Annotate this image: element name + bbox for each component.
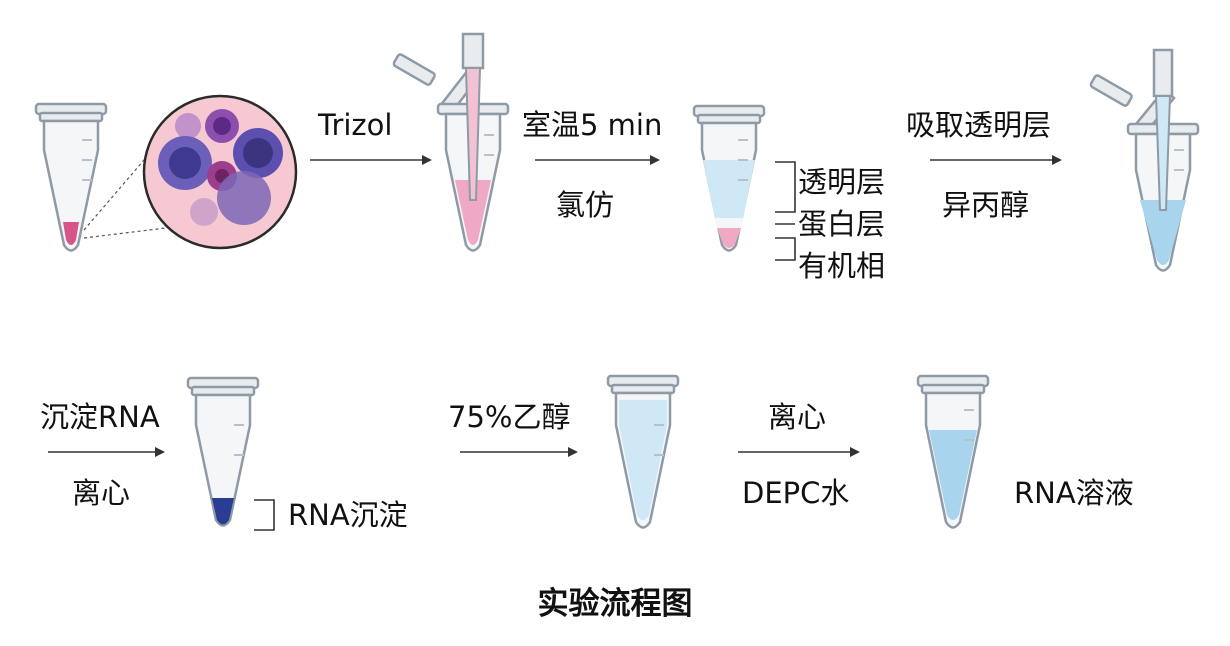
label-centrifuge-1: 离心 (72, 476, 131, 510)
layered-tube (692, 104, 766, 252)
layer-brackets (775, 161, 796, 261)
label-layer-clear: 透明层 (798, 165, 886, 199)
label-ethanol: 75%乙醇 (448, 400, 571, 434)
label-depc-water: DEPC水 (742, 476, 850, 510)
ethanol-tube (606, 374, 680, 529)
sample-tube (34, 102, 108, 252)
arrow-centrifuge (738, 447, 860, 457)
label-room-temp: 室温5 min (522, 108, 663, 142)
arrow-room-temp (535, 155, 660, 165)
rna-solution-tube (916, 374, 990, 529)
label-centrifuge-2: 离心 (768, 400, 827, 434)
label-layer-organic: 有机相 (798, 249, 886, 283)
arrow-absorb (930, 155, 1062, 165)
label-precipitate: 沉淀RNA (40, 400, 160, 434)
pellet-bracket (254, 499, 275, 531)
label-layer-protein: 蛋白层 (798, 207, 886, 241)
pellet-tube (186, 376, 260, 527)
arrow-precipitate (48, 447, 165, 457)
label-isopropanol: 异丙醇 (942, 188, 1030, 222)
trizol-tube (392, 32, 510, 252)
diagram-title: 实验流程图 (537, 586, 693, 622)
label-rna-pellet: RNA沉淀 (288, 498, 408, 532)
aqueous-tube (1089, 48, 1200, 272)
label-rna-solution: RNA溶液 (1014, 476, 1134, 510)
label-chloroform: 氯仿 (556, 188, 615, 222)
arrow-trizol (310, 155, 432, 165)
arrow-ethanol (460, 447, 578, 457)
cell-magnification (142, 94, 298, 250)
label-absorb-clear: 吸取透明层 (906, 108, 1052, 142)
label-trizol: Trizol (318, 108, 393, 142)
